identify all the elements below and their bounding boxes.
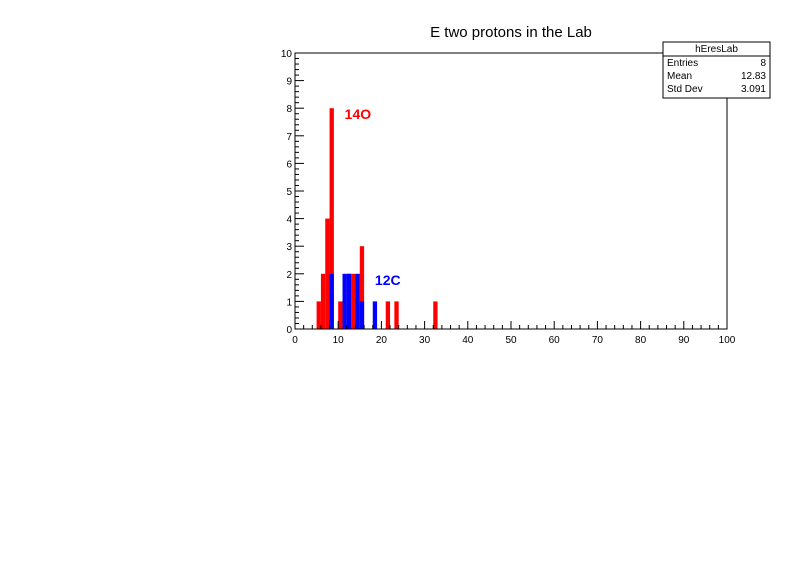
x-tick-label: 60	[549, 335, 561, 346]
stats-mean-value: 12.83	[741, 71, 766, 82]
y-tick-label: 3	[286, 242, 292, 253]
bar-14o-13	[351, 273, 356, 329]
stats-stddev-label: Std Dev	[667, 84, 703, 95]
bar-14o-6	[320, 273, 326, 329]
bar-14o-8	[329, 108, 334, 329]
x-tick-label: 0	[292, 335, 298, 346]
y-tick-label: 10	[281, 49, 293, 60]
bar-14o-23	[394, 301, 399, 329]
annotation-12c: 12C	[375, 272, 401, 288]
stats-stddev-value: 3.091	[741, 84, 766, 95]
bar-14o-10	[338, 301, 343, 329]
y-tick-label: 9	[286, 77, 292, 88]
y-tick-label: 2	[286, 270, 292, 281]
bar-14o-5	[316, 301, 321, 329]
x-tick-label: 20	[376, 335, 388, 346]
axes: 0 10 20 30 40 50 60 70 80 90 100 0 1 2 3 4 5 6 7 8 9 10	[281, 49, 736, 346]
stats-entries-label: Entries	[667, 58, 698, 69]
bar-14o-21	[385, 301, 391, 329]
x-tick-label: 40	[462, 335, 474, 346]
stats-box-frame	[662, 41, 771, 99]
bar-12c-15	[359, 301, 365, 329]
y-tick-label: 8	[286, 104, 292, 115]
bar-12c-14	[355, 273, 360, 329]
chart-title: E two protons in the Lab	[430, 24, 592, 41]
annotation-14o: 14O	[345, 106, 372, 122]
y-tick-label: 1	[286, 297, 292, 308]
x-tick-label: 70	[592, 335, 604, 346]
histogram-bars	[316, 108, 438, 329]
stats-entries-value: 8	[760, 58, 766, 69]
bar-12c-8	[329, 273, 334, 329]
bar-14o-15	[359, 246, 365, 329]
y-tick-label: 6	[286, 159, 292, 170]
annotations: 14O 12C	[345, 106, 401, 288]
x-tick-label: 100	[719, 335, 736, 346]
x-tick-label: 80	[635, 335, 647, 346]
y-tick-label: 5	[286, 187, 292, 198]
bar-12c-18	[372, 301, 378, 329]
stats-mean-label: Mean	[667, 71, 692, 82]
stats-box-name: hEresLab	[695, 44, 738, 55]
y-tick-label: 0	[286, 325, 292, 336]
stats-box: hEresLab Entries 8 Mean 12.83 Std Dev 3.…	[662, 41, 771, 99]
bar-12c-11	[342, 273, 347, 329]
y-tick-label: 4	[286, 215, 292, 226]
x-tick-label: 10	[333, 335, 345, 346]
x-tick-label: 90	[678, 335, 690, 346]
y-tick-label: 7	[286, 132, 292, 143]
x-tick-label: 50	[505, 335, 517, 346]
bar-14o-7	[325, 218, 330, 329]
bar-14o-32	[433, 301, 438, 329]
bar-12c-12	[346, 273, 352, 329]
x-tick-label: 30	[419, 335, 431, 346]
